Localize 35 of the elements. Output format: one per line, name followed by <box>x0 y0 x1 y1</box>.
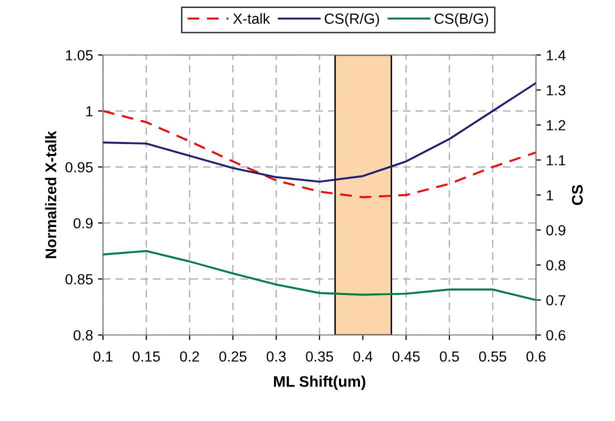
line-series <box>103 250 536 301</box>
x-tick-label: 0.3 <box>266 351 286 362</box>
y2-tick-label: 1 <box>546 190 554 200</box>
y-tick-label: 1 <box>86 106 93 116</box>
x-axis-title: ML Shift(um) <box>274 376 366 390</box>
x-tick-label: 0.35 <box>306 351 334 362</box>
y2-tick-label: 0.7 <box>546 295 566 306</box>
x-tick-label: 0.45 <box>392 351 420 362</box>
x-tick-label: 0.6 <box>526 351 546 362</box>
line-series <box>103 110 536 198</box>
y2-tick-label: 1.4 <box>546 50 566 60</box>
x-tick-label: 0.2 <box>180 351 200 362</box>
legend-label: CS(B/G) <box>434 13 488 27</box>
y-tick-label: 0.8 <box>74 330 93 340</box>
y-tick-label: 0.95 <box>65 162 93 172</box>
y2-tick-label: 0.9 <box>546 225 566 236</box>
x-tick-label: 0.55 <box>479 351 506 362</box>
y2-tick-label: 1.1 <box>546 155 566 166</box>
x-tick-label: 0.15 <box>132 351 160 362</box>
legend-label: X-talk <box>233 13 270 24</box>
line-series <box>103 82 536 183</box>
y2-tick-label: 1.3 <box>546 85 566 96</box>
x-tick-label: 0.1 <box>93 351 112 362</box>
y-tick-label: 1.05 <box>66 50 93 60</box>
x-tick-label: 0.25 <box>219 351 246 362</box>
y-tick-label: 0.9 <box>74 218 93 228</box>
y2-tick-label: 1.2 <box>546 120 566 130</box>
y-tick-label: 0.85 <box>65 274 93 284</box>
y-axis-title: Normalized X-talk <box>45 130 56 258</box>
x-tick-label: 0.4 <box>353 351 373 362</box>
y2-tick-label: 0.6 <box>546 330 566 340</box>
y2-axis-title: CS <box>572 184 583 205</box>
y2-tick-label: 0.8 <box>546 260 566 270</box>
legend-label: CS(R/G) <box>324 13 379 27</box>
x-tick-label: 0.5 <box>440 351 459 362</box>
